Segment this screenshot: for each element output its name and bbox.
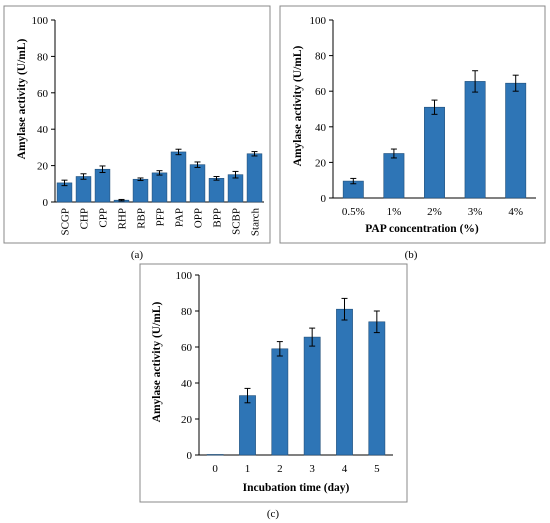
x-ticks-group: 0 1 2 3 4 5 — [212, 463, 380, 475]
bar — [189, 164, 206, 203]
bar — [303, 336, 321, 456]
chart-frame — [3, 5, 271, 244]
bars-group — [342, 70, 527, 199]
x-tick-label: 4 — [342, 463, 348, 475]
y-tick-label: 100 — [310, 15, 327, 27]
y-tick-label: 60 — [181, 342, 193, 354]
x-tick-label: SCBP — [231, 208, 243, 235]
y-tick-label: 20 — [315, 157, 327, 169]
axis-group: 0 20 40 60 80 100 — [176, 270, 393, 462]
bar — [505, 82, 527, 199]
chart-panel-c: Amylase activity (U/mL) Incubation time … — [139, 263, 408, 520]
y-tick-label: 100 — [32, 15, 49, 27]
x-tick-label: 1% — [387, 206, 402, 218]
x-axis-title: Incubation time (day) — [243, 482, 350, 494]
x-ticks-group: SCGP CHP CPP RHP RBP PFP PAP OPP BPP SCBP Starch — [60, 208, 262, 237]
x-tick-label: 2 — [277, 463, 283, 475]
bar — [336, 308, 353, 456]
x-tick-label: 5 — [374, 463, 380, 475]
x-tick-label: Starch — [250, 208, 262, 237]
x-tick-label: 0 — [212, 463, 218, 475]
panel-label-b: (b) — [405, 249, 418, 261]
bar — [227, 174, 244, 203]
bar — [271, 348, 289, 456]
bar — [383, 153, 405, 199]
chart-panel-b: Amylase activity (U/mL) PAP concentratio… — [279, 5, 546, 261]
x-tick-label: 3 — [309, 463, 315, 475]
bar — [170, 151, 187, 203]
x-tick-label: OPP — [193, 208, 205, 228]
y-tick-label: 60 — [315, 86, 327, 98]
bar — [246, 153, 263, 203]
y-tick-label: 100 — [176, 270, 193, 282]
panel-label-a: (a) — [131, 249, 144, 261]
y-tick-label: 40 — [315, 122, 327, 134]
x-ticks-group: 0.5% 1% 2% 3% 4% — [342, 206, 523, 218]
bars-group — [56, 148, 263, 203]
y-tick-label: 20 — [181, 414, 193, 426]
x-tick-label: 0.5% — [342, 206, 365, 218]
bar — [464, 81, 486, 199]
y-axis-title: Amylase activity (U/mL) — [292, 45, 304, 166]
x-tick-label: PAP — [174, 208, 186, 227]
x-tick-label: RHP — [117, 208, 129, 229]
x-tick-label: 2% — [427, 206, 442, 218]
bar — [206, 454, 224, 456]
y-tick-label: 0 — [187, 450, 193, 462]
x-tick-label: 1 — [245, 463, 251, 475]
y-axis-title: Amylase activity (U/mL) — [16, 38, 28, 159]
x-tick-label: RBP — [136, 208, 148, 229]
y-tick-label: 0 — [43, 197, 49, 209]
y-tick-label: 80 — [315, 51, 327, 63]
y-tick-label: 0 — [321, 193, 327, 205]
y-tick-label: 20 — [37, 161, 49, 173]
x-tick-label: CPP — [98, 208, 110, 228]
chart-panel-a: Amylase activity (U/mL) 0 20 40 60 80 100 SCG… — [3, 5, 271, 261]
y-tick-label: 80 — [181, 306, 193, 318]
panel-label-c: (c) — [267, 508, 280, 520]
x-tick-label: PFP — [155, 208, 167, 226]
bar — [368, 321, 386, 456]
bar — [151, 172, 168, 203]
y-tick-label: 60 — [37, 88, 49, 100]
y-axis-title: Amylase activity (U/mL) — [151, 301, 163, 422]
bar — [239, 395, 256, 456]
bars-group — [206, 297, 386, 456]
x-tick-label: SCGP — [60, 208, 72, 236]
bar — [132, 178, 149, 203]
bar — [94, 168, 111, 203]
bar — [424, 106, 445, 199]
x-tick-label: BPP — [212, 208, 224, 228]
y-tick-label: 80 — [37, 51, 49, 63]
x-tick-label: 4% — [508, 206, 523, 218]
bar — [75, 176, 92, 203]
chart-frame — [279, 5, 546, 244]
y-tick-label: 40 — [37, 124, 49, 136]
x-tick-label: 3% — [468, 206, 483, 218]
bar — [208, 178, 225, 203]
x-axis-title: PAP concentration (%) — [365, 223, 479, 235]
x-tick-label: CHP — [79, 208, 91, 229]
y-tick-label: 40 — [181, 378, 193, 390]
